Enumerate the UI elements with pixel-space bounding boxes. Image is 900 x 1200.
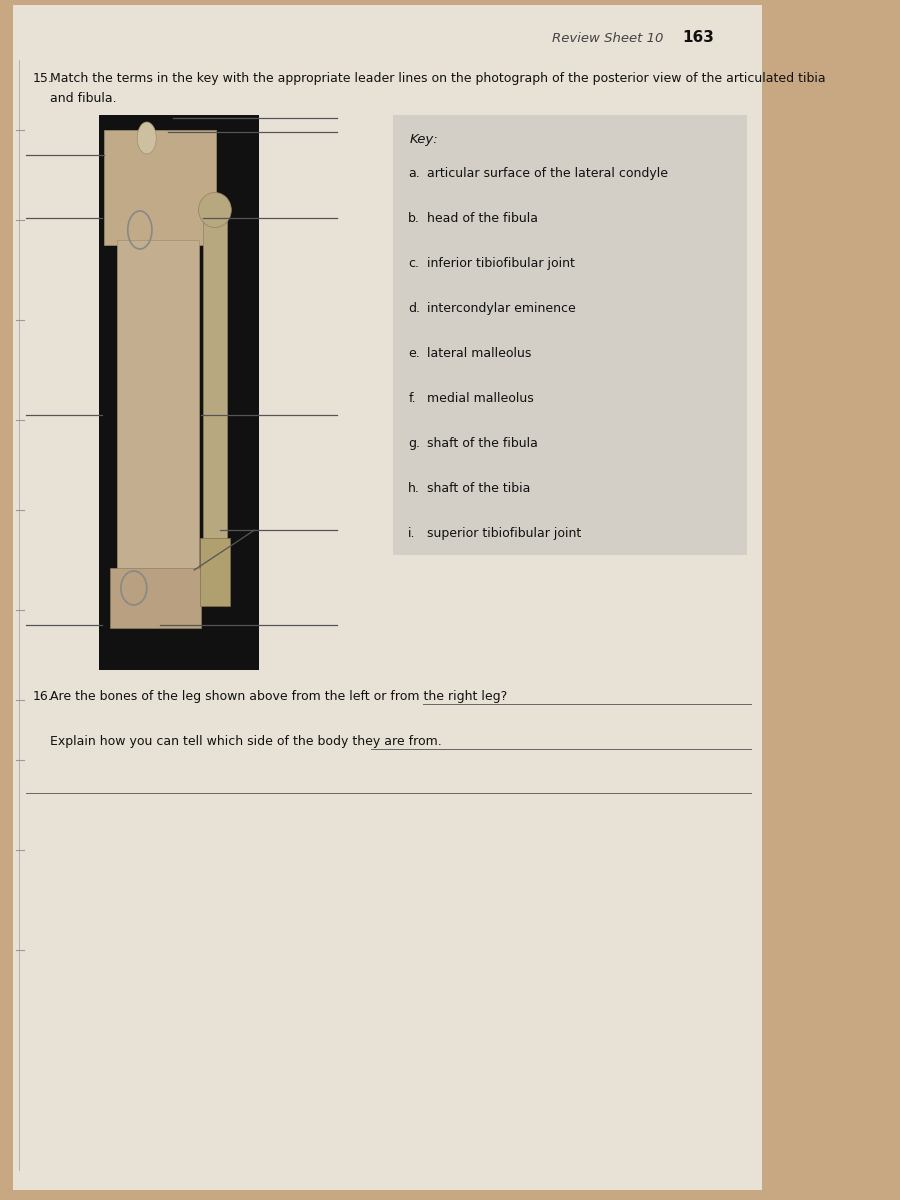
Text: inferior tibiofibular joint: inferior tibiofibular joint [428, 257, 575, 270]
Text: d.: d. [409, 302, 420, 314]
Text: Are the bones of the leg shown above from the left or from the right leg?: Are the bones of the leg shown above fro… [50, 690, 508, 703]
Text: medial malleolus: medial malleolus [428, 392, 534, 404]
Text: articular surface of the lateral condyle: articular surface of the lateral condyle [428, 167, 669, 180]
Text: Review Sheet 10: Review Sheet 10 [553, 31, 664, 44]
Text: i.: i. [409, 527, 416, 540]
Text: 15.: 15. [32, 72, 53, 85]
Text: superior tibiofibular joint: superior tibiofibular joint [428, 527, 581, 540]
Bar [201, 538, 230, 606]
Text: b.: b. [409, 212, 420, 226]
Bar [104, 130, 216, 245]
Bar [202, 200, 227, 540]
Bar [99, 115, 259, 670]
Text: f.: f. [409, 392, 416, 404]
Ellipse shape [199, 192, 231, 228]
Text: g.: g. [409, 437, 420, 450]
Bar [111, 568, 201, 628]
Bar [392, 115, 747, 554]
Text: Key:: Key: [410, 133, 439, 146]
Ellipse shape [138, 122, 157, 154]
Text: shaft of the fibula: shaft of the fibula [428, 437, 538, 450]
Text: head of the fibula: head of the fibula [428, 212, 538, 226]
Text: Match the terms in the key with the appropriate leader lines on the photograph o: Match the terms in the key with the appr… [50, 72, 825, 85]
Bar [116, 240, 199, 570]
Text: intercondylar eminence: intercondylar eminence [428, 302, 576, 314]
Text: 163: 163 [682, 30, 714, 46]
Text: e.: e. [409, 347, 420, 360]
Text: a.: a. [409, 167, 420, 180]
Text: Explain how you can tell which side of the body they are from.: Explain how you can tell which side of t… [50, 734, 442, 748]
Text: shaft of the tibia: shaft of the tibia [428, 482, 531, 494]
Text: lateral malleolus: lateral malleolus [428, 347, 532, 360]
Text: h.: h. [409, 482, 420, 494]
Text: 16.: 16. [32, 690, 52, 703]
Text: and fibula.: and fibula. [50, 92, 117, 104]
Text: c.: c. [409, 257, 419, 270]
